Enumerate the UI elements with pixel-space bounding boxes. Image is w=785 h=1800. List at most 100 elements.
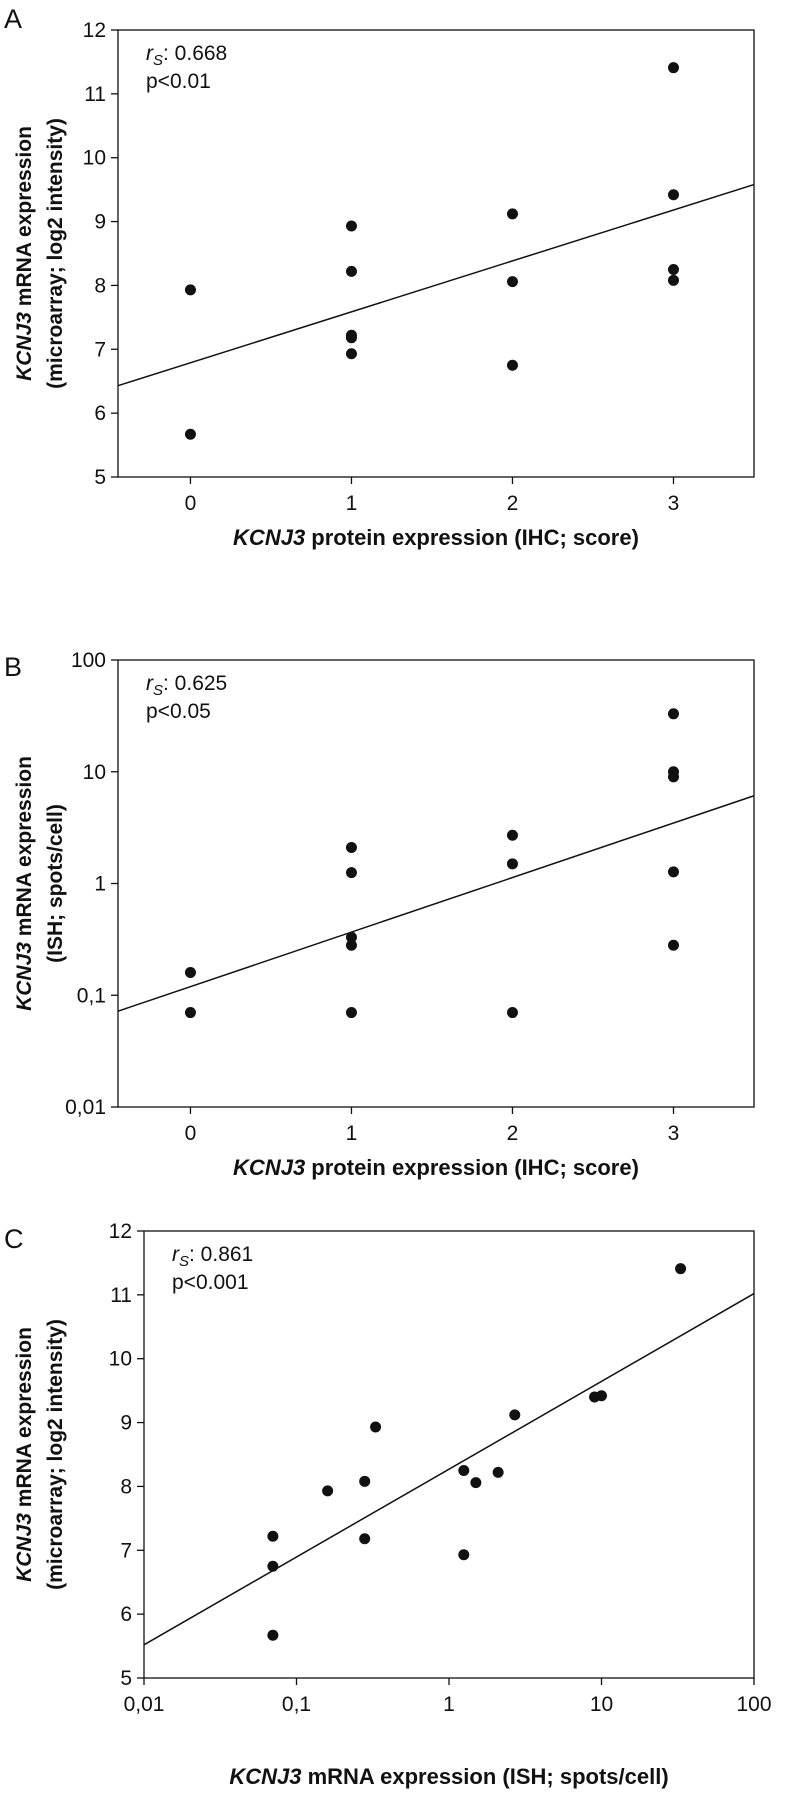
data-point [184, 966, 196, 978]
y-tick-label: 7 [120, 1539, 132, 1562]
data-point [667, 62, 679, 74]
data-point [492, 1466, 504, 1478]
data-point [675, 1263, 687, 1275]
data-point [345, 220, 357, 232]
x-tick-label: 2 [507, 492, 519, 515]
regression-line [143, 1292, 755, 1646]
regression-line [117, 795, 755, 1012]
x-axis-label: KCNJ3 protein expression (IHC; score) [233, 525, 639, 550]
data-point [667, 263, 679, 275]
data-point [322, 1485, 334, 1497]
data-point [506, 208, 518, 220]
data-point [667, 771, 679, 783]
panel-c: C 5 6 7 8 9 10 11 12 0,01 0,1 1 10 100 rS: 0.861p<0.00… [4, 1220, 772, 1789]
y-tick-label: 6 [94, 402, 106, 425]
data-point [345, 939, 357, 951]
data-point [359, 1475, 371, 1487]
y-tick-label: 8 [94, 274, 106, 297]
y-axis-label-line2: (ISH; spots/cell) [44, 804, 67, 963]
y-tick-label: 0,01 [65, 1096, 106, 1119]
data-point [267, 1629, 279, 1641]
p-value-annotation: p<0.05 [146, 700, 211, 723]
data-point [345, 265, 357, 277]
data-point [667, 866, 679, 878]
x-axis-label: KCNJ3 protein expression (IHC; score) [233, 1155, 639, 1180]
data-point [184, 284, 196, 296]
panel-letter: B [4, 652, 22, 682]
y-axis-label-line1: KCNJ3 mRNA expression [13, 756, 36, 1011]
data-point [345, 931, 357, 943]
y-tick-label: 10 [83, 761, 106, 784]
regression-line [117, 183, 755, 387]
y-tick-label: 12 [83, 19, 106, 42]
x-tick-label: 0,1 [282, 1693, 311, 1716]
data-point [667, 274, 679, 286]
y-tick-label: 9 [120, 1412, 132, 1435]
x-tick-label: 3 [668, 1122, 680, 1145]
x-tick-label: 1 [346, 492, 358, 515]
data-point [345, 348, 357, 360]
y-tick-label: 11 [110, 1284, 132, 1307]
data-point [267, 1560, 279, 1572]
y-tick-label: 10 [109, 1348, 132, 1371]
data-point [184, 1007, 196, 1019]
data-point [458, 1549, 470, 1561]
data-point [470, 1477, 482, 1489]
plot-frame [143, 1230, 755, 1679]
x-tick-label: 100 [736, 1693, 771, 1716]
data-point [184, 428, 196, 440]
y-axis-label-line2: (microarray; log2 intensity) [44, 1319, 67, 1590]
x-tick-label: 1 [443, 1693, 455, 1716]
data-point [370, 1421, 382, 1433]
y-tick-label: 5 [94, 466, 106, 489]
y-tick-label: 6 [120, 1603, 132, 1626]
plot-frame [117, 29, 755, 478]
y-tick-label: 9 [94, 211, 106, 234]
data-point [667, 939, 679, 951]
data-point [359, 1533, 371, 1545]
y-tick-label: 1 [94, 873, 106, 896]
panel-letter: A [4, 4, 22, 34]
data-point [506, 276, 518, 288]
stat-annotation: rS: 0.625 [146, 672, 227, 699]
x-tick-label: 0 [185, 492, 197, 515]
data-point [667, 189, 679, 201]
y-tick-label: 0,1 [77, 984, 106, 1007]
y-tick-label: 10 [83, 147, 106, 170]
p-value-annotation: p<0.01 [146, 70, 211, 93]
x-tick-label: 3 [668, 492, 680, 515]
stat-annotation: rS: 0.668 [146, 42, 227, 69]
stat-annotation: rS: 0.861 [172, 1243, 253, 1270]
y-axis-label-line2: (microarray; log2 intensity) [44, 118, 67, 389]
x-tick-label: 10 [590, 1693, 613, 1716]
x-tick-label: 0,01 [124, 1693, 165, 1716]
y-tick-label: 100 [71, 649, 106, 672]
data-point [345, 332, 357, 344]
x-tick-label: 2 [507, 1122, 519, 1145]
y-tick-label: 12 [109, 1220, 132, 1243]
y-tick-label: 7 [94, 338, 106, 361]
x-tick-label: 1 [346, 1122, 358, 1145]
data-point [667, 708, 679, 720]
p-value-annotation: p<0.001 [172, 1271, 249, 1294]
y-tick-label: 5 [120, 1667, 132, 1690]
data-point [506, 858, 518, 870]
data-point [596, 1390, 607, 1402]
data-point [345, 867, 357, 879]
data-point [345, 1007, 357, 1019]
plot-frame [117, 659, 755, 1108]
data-point [506, 829, 518, 841]
y-tick-label: 8 [120, 1475, 132, 1498]
data-point [506, 359, 518, 371]
x-axis-label: KCNJ3 mRNA expression (ISH; spots/cell) [229, 1764, 668, 1789]
data-point [345, 841, 357, 853]
data-point [267, 1530, 279, 1542]
panel-letter: C [4, 1224, 24, 1254]
x-tick-label: 0 [185, 1122, 197, 1145]
data-point [509, 1409, 521, 1421]
y-axis-label-line1: KCNJ3 mRNA expression [13, 1327, 36, 1582]
data-point [506, 1007, 518, 1019]
